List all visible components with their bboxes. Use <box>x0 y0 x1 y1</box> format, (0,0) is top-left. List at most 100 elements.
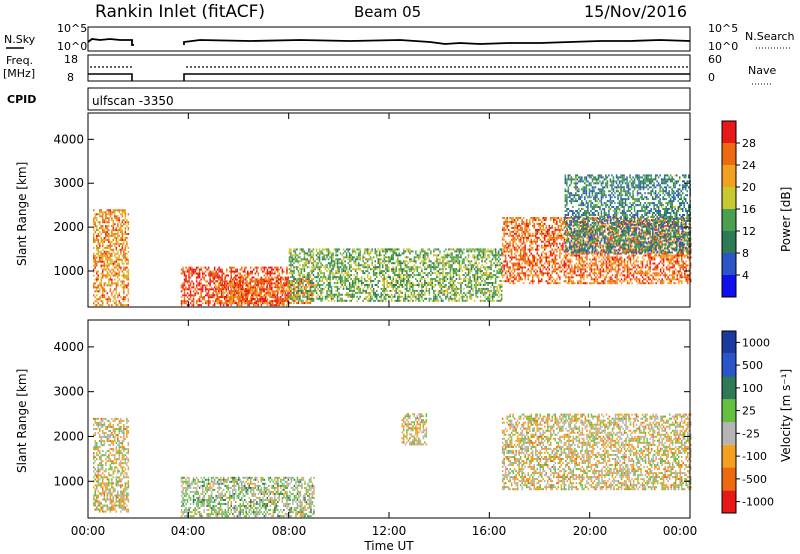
power-cell-3827 <box>479 256 482 259</box>
power-cell-2965 <box>394 299 396 302</box>
power-cell-390 <box>114 254 116 257</box>
power-cell-3876 <box>484 252 486 255</box>
power-cell-1881 <box>306 282 309 285</box>
power-cell-1858 <box>302 302 304 304</box>
power-cell-4056 <box>501 242 504 245</box>
power-cell-3314 <box>428 260 431 263</box>
power-cell-2342 <box>329 256 331 259</box>
power-cell-2468 <box>342 299 345 302</box>
power-cell-417 <box>115 260 118 263</box>
power-cell-1841 <box>297 292 300 295</box>
power-cell-3748 <box>472 254 474 257</box>
power-cell-1899 <box>309 284 312 287</box>
power-cell-3144 <box>410 284 413 286</box>
power-cell-4014 <box>497 250 500 253</box>
power-cell-2078 <box>303 270 306 273</box>
power-cell-1145 <box>248 272 250 275</box>
power-cell-419 <box>115 256 118 259</box>
power-cell-4228 <box>515 232 517 235</box>
power-cell-205 <box>103 240 106 243</box>
power-cell-3104 <box>406 260 408 263</box>
power-cell-412 <box>115 282 118 285</box>
nsky-series-right <box>183 39 691 45</box>
power-cell-3022 <box>398 272 400 275</box>
power-cell-530 <box>121 229 124 232</box>
power-cell-2655 <box>360 280 363 282</box>
power-cell-3788 <box>476 278 479 280</box>
power-cell-1933 <box>290 282 292 284</box>
power-cell-2141 <box>309 258 312 261</box>
power-cell-2166 <box>312 291 315 294</box>
power-cell-4269 <box>518 234 520 237</box>
power-cell-2944 <box>391 254 393 257</box>
power-cell-4489 <box>536 252 538 255</box>
power-cell-3069 <box>403 262 405 265</box>
power-cell-4417 <box>530 262 532 265</box>
power-cell-2031 <box>299 299 301 302</box>
power-cell-4924 <box>572 270 575 273</box>
power-cell-2302 <box>326 266 328 269</box>
power-cell-2218 <box>317 258 319 261</box>
power-cell-2927 <box>389 258 391 261</box>
power-cell-1241 <box>262 270 264 273</box>
power-cell-618 <box>126 219 128 222</box>
power-cell-4797 <box>562 246 564 249</box>
power-cell-4165 <box>510 234 513 237</box>
power-cell-791 <box>200 304 202 307</box>
power-cell-1796 <box>288 294 291 297</box>
power-cell-3556 <box>452 262 455 265</box>
power-cell-710 <box>188 270 190 273</box>
power-cell-3939 <box>490 250 492 253</box>
power-cell-3363 <box>434 278 437 280</box>
power-cell-687 <box>185 274 187 277</box>
power-cell-2558 <box>350 264 352 267</box>
power-cell-3276 <box>424 256 426 259</box>
power-cell-1234 <box>262 300 264 303</box>
power-cell-2467 <box>341 254 343 257</box>
power-cell-2262 <box>321 280 324 282</box>
power-cell-80 <box>97 298 99 301</box>
power-cell-378 <box>114 298 116 301</box>
power-cell-4255 <box>518 278 520 281</box>
power-cell-3513 <box>449 274 452 277</box>
power-cell-3653 <box>461 250 464 253</box>
power-cell-4173 <box>512 280 514 283</box>
power-cell-1185 <box>254 282 257 285</box>
power-cell-4472 <box>535 248 537 251</box>
power-cell-2501 <box>345 287 348 290</box>
power-cell-1465 <box>219 302 221 304</box>
power-cell-389 <box>114 260 116 263</box>
power-cell-3192 <box>415 250 417 253</box>
power-cell-4885 <box>569 278 572 281</box>
power-cell-1432 <box>287 282 290 285</box>
power-cell-420 <box>115 252 118 255</box>
power-cell-321 <box>109 240 112 243</box>
power-cell-1643 <box>255 288 258 291</box>
power-cell-3386 <box>437 293 440 296</box>
power-cell-3304 <box>428 297 431 300</box>
power-cell-2382 <box>333 282 336 284</box>
power-cell-4300 <box>521 258 523 261</box>
power-cell-1132 <box>247 284 249 287</box>
power-cell-4729 <box>556 254 558 257</box>
power-cell-3349 <box>433 268 435 271</box>
power-cell-1857 <box>300 278 303 281</box>
power-cell-3194 <box>416 293 419 296</box>
power-cell-258 <box>106 244 109 247</box>
power-cell-4448 <box>532 219 534 221</box>
power-cell-2996 <box>397 297 399 300</box>
power-cell-4361 <box>526 270 528 273</box>
power-cell-1314 <box>271 272 273 275</box>
power-cell-284 <box>108 256 110 259</box>
power-cell-2867 <box>383 262 385 265</box>
power-cell-123 <box>99 213 101 216</box>
power-cell-3467 <box>445 284 447 286</box>
power-cell-674 <box>183 280 186 283</box>
power-cell-2192 <box>315 295 318 298</box>
power-cell-3495 <box>448 285 450 288</box>
power-cell-851 <box>207 272 210 275</box>
power-cell-1975 <box>293 276 295 279</box>
power-cell-1938 <box>290 268 292 271</box>
power-cell-2714 <box>366 252 369 255</box>
power-cell-2718 <box>368 297 370 300</box>
